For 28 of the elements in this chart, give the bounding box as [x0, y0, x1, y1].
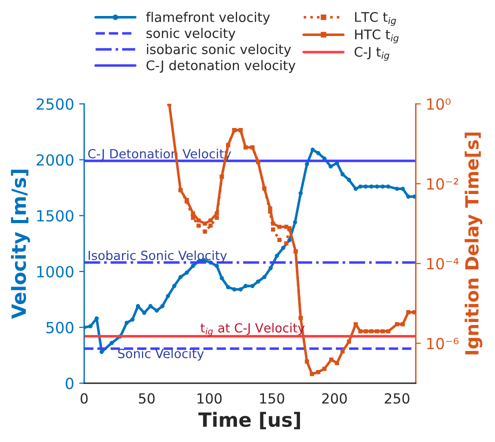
annotation: Sonic Velocity	[118, 348, 204, 361]
y2-tick-label: 10⁰	[427, 98, 451, 110]
y-tick-label: 1500	[37, 210, 74, 222]
y-axis-title: Velocity [m/s]	[11, 170, 30, 319]
x-tick-label: 150	[260, 393, 284, 404]
legend-label: isobaric sonic velocity	[147, 44, 291, 57]
y-tick-label: 0	[66, 378, 74, 390]
legend-label: HTC t$_{ig}$	[355, 29, 399, 44]
x-tick-label: 200	[322, 393, 347, 404]
y-tick-label: 2000	[36, 154, 74, 166]
legend-label: flamefront velocity	[146, 12, 270, 25]
annotation: Isobaric Sonic Velocity	[88, 250, 227, 263]
y2-tick-label: 10⁻⁴	[427, 258, 459, 270]
legend-label: C-J detonation velocity	[146, 60, 296, 73]
legend-label: sonic velocity	[146, 28, 236, 41]
y-tick-label: 500	[46, 322, 74, 334]
y-tick-label: 1000	[37, 266, 74, 278]
x-tick-label: 50	[138, 393, 155, 404]
y2-tick-label: 10⁻²	[427, 178, 458, 190]
legend-label: C-J t$_{ig}$	[354, 46, 390, 61]
x-tick-label: 250	[384, 393, 410, 404]
y-tick-label: 2500	[36, 98, 74, 110]
y2-tick-label: 10⁻⁶	[427, 338, 459, 350]
x-tick-label: 0	[80, 393, 88, 404]
x-axis-title: Time [us]	[198, 412, 300, 430]
y2-axis-title: Ignition Delay Time[s]	[464, 132, 482, 354]
x-tick-label: 100	[198, 393, 222, 404]
legend-label: LTC t$_{ig}$	[355, 12, 396, 26]
